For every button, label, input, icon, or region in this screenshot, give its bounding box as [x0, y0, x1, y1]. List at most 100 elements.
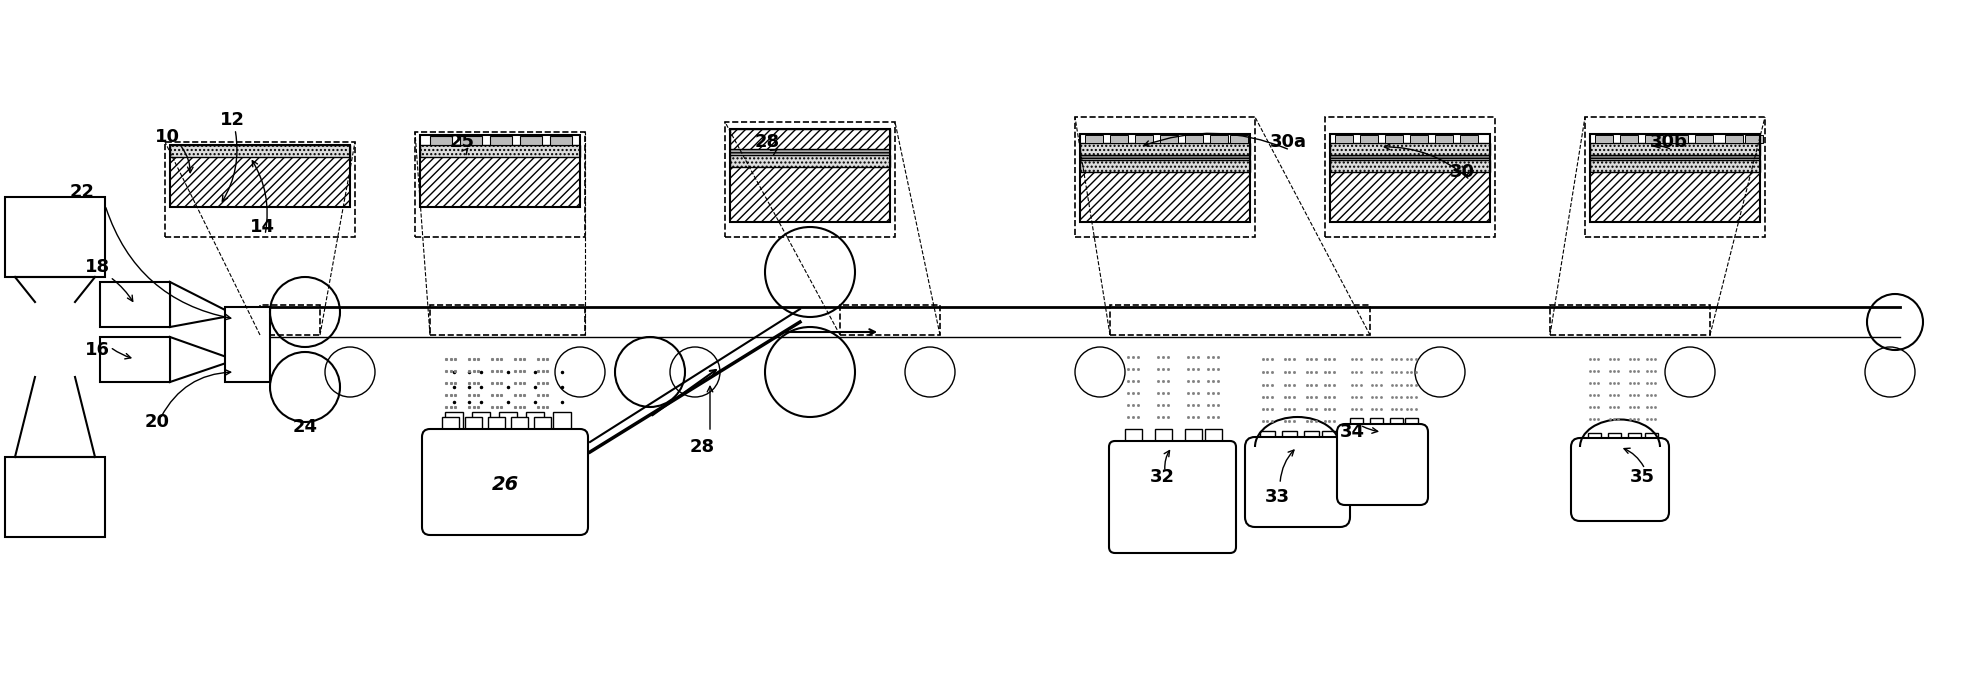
Bar — [1391, 418, 1403, 432]
Bar — [1079, 155, 1250, 160]
Bar — [1079, 160, 1250, 172]
Bar — [421, 145, 579, 157]
Bar — [1329, 172, 1490, 222]
Bar — [472, 412, 490, 437]
Bar — [99, 282, 171, 327]
Bar — [421, 135, 579, 207]
Bar — [442, 417, 458, 439]
Bar — [1230, 135, 1248, 143]
Polygon shape — [171, 337, 234, 382]
Text: 28: 28 — [756, 133, 780, 151]
Text: 32: 32 — [1151, 468, 1175, 486]
Bar — [1589, 160, 1760, 172]
Bar — [488, 417, 506, 439]
Bar — [1184, 135, 1202, 143]
Bar — [1589, 134, 1760, 222]
Text: 35: 35 — [1631, 468, 1655, 486]
Bar — [1589, 143, 1760, 155]
Text: 20: 20 — [145, 413, 171, 431]
Bar — [1079, 172, 1250, 222]
Bar — [1204, 429, 1222, 447]
Bar — [1645, 433, 1659, 447]
Bar — [1329, 155, 1490, 160]
Bar — [490, 136, 512, 145]
Bar — [460, 136, 482, 145]
Bar — [1589, 172, 1760, 222]
Text: 28: 28 — [690, 438, 714, 456]
Text: 12: 12 — [220, 111, 244, 129]
Text: 25: 25 — [450, 133, 474, 151]
Text: 24: 24 — [292, 418, 317, 436]
Bar — [1282, 431, 1298, 447]
Bar — [1371, 418, 1383, 432]
Bar — [1434, 135, 1452, 143]
Bar — [554, 412, 571, 437]
Bar — [171, 145, 349, 207]
Bar — [1585, 117, 1766, 237]
Bar — [1085, 135, 1103, 143]
Bar — [415, 132, 585, 237]
Bar — [1109, 305, 1371, 335]
Bar — [724, 122, 895, 237]
Bar — [1550, 305, 1710, 335]
FancyBboxPatch shape — [1246, 437, 1349, 527]
FancyBboxPatch shape — [1109, 441, 1236, 553]
Bar — [1746, 135, 1764, 143]
Bar — [1671, 135, 1688, 143]
Bar — [1411, 135, 1428, 143]
Bar — [1335, 135, 1353, 143]
Bar — [99, 337, 171, 382]
Text: 33: 33 — [1266, 488, 1290, 506]
Bar — [6, 197, 105, 277]
Bar — [500, 412, 518, 437]
Bar — [730, 149, 891, 155]
Bar — [1349, 418, 1363, 432]
Bar — [1385, 135, 1403, 143]
Bar — [512, 417, 528, 439]
Text: 26: 26 — [492, 475, 518, 494]
Bar — [171, 157, 349, 207]
Bar — [534, 417, 552, 439]
Text: 14: 14 — [250, 218, 276, 236]
Bar — [1184, 429, 1202, 447]
Bar — [839, 305, 940, 335]
FancyBboxPatch shape — [1571, 438, 1669, 521]
FancyBboxPatch shape — [423, 429, 587, 535]
Text: 16: 16 — [85, 341, 109, 359]
Bar — [171, 145, 349, 157]
Bar — [526, 412, 544, 437]
Bar — [520, 136, 542, 145]
Bar — [224, 307, 270, 382]
Bar — [1260, 431, 1276, 447]
Bar — [730, 167, 891, 222]
Bar — [1079, 134, 1250, 222]
Bar — [1629, 433, 1641, 447]
Bar — [1587, 433, 1601, 447]
Polygon shape — [171, 282, 234, 327]
Bar — [1109, 135, 1129, 143]
Bar — [464, 417, 482, 439]
Bar — [431, 305, 585, 335]
Bar — [730, 155, 891, 167]
Bar — [1405, 418, 1419, 432]
Bar — [1125, 429, 1143, 447]
Text: 22: 22 — [69, 183, 95, 201]
Bar — [1645, 135, 1663, 143]
Bar — [1075, 117, 1256, 237]
Text: 30: 30 — [1450, 163, 1474, 181]
Bar — [1155, 429, 1173, 447]
Bar — [1161, 135, 1178, 143]
Bar — [1210, 135, 1228, 143]
Bar — [260, 305, 319, 335]
Bar — [1724, 135, 1744, 143]
Text: 10: 10 — [155, 128, 181, 146]
Bar — [1329, 143, 1490, 155]
Bar — [1595, 135, 1613, 143]
Text: 34: 34 — [1339, 423, 1365, 441]
Bar — [1607, 433, 1621, 447]
FancyBboxPatch shape — [1337, 424, 1428, 505]
Bar — [165, 142, 355, 237]
Bar — [730, 129, 891, 149]
Text: 18: 18 — [85, 258, 111, 276]
Bar — [1589, 155, 1760, 160]
